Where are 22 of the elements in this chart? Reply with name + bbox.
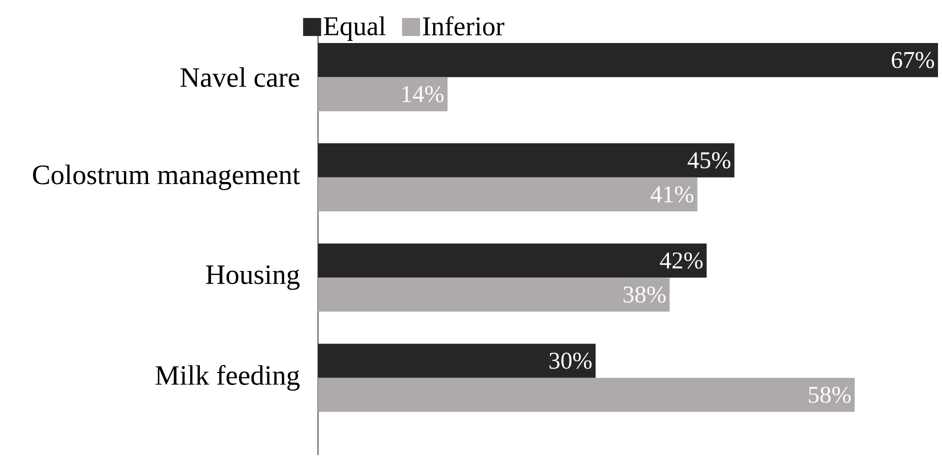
data-label: 30% [550,352,592,370]
data-label: 58% [808,386,851,404]
data-label: 41% [650,186,694,203]
bar [318,178,698,212]
y-tick-label: Colostrum management [33,164,300,190]
y-tick-label: Milk feeding [156,365,300,391]
bar [318,77,448,112]
data-label: 67% [892,52,934,68]
legend-label: Inferior [423,16,504,36]
y-tick-label: Housing [206,265,300,290]
bar [318,143,734,178]
data-label: 42% [660,252,703,269]
bar [318,344,596,378]
bar [318,43,938,78]
data-label: 45% [688,152,730,169]
bar [318,244,707,278]
bar [318,378,855,412]
bar [318,278,670,312]
y-tick-label: Navel care [180,67,300,88]
data-label: 38% [624,286,666,303]
data-label: 14% [402,86,444,102]
legend-label: Equal [324,16,386,42]
